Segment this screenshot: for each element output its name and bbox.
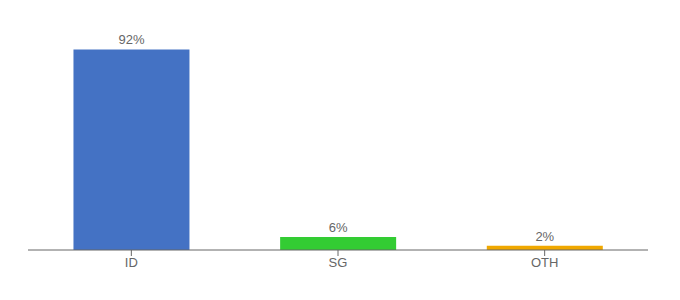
svg-text:6%: 6%: [329, 220, 348, 235]
svg-text:OTH: OTH: [531, 255, 558, 270]
svg-text:SG: SG: [329, 255, 348, 270]
svg-text:ID: ID: [125, 255, 138, 270]
svg-text:92%: 92%: [118, 32, 144, 47]
svg-text:2%: 2%: [535, 229, 554, 244]
